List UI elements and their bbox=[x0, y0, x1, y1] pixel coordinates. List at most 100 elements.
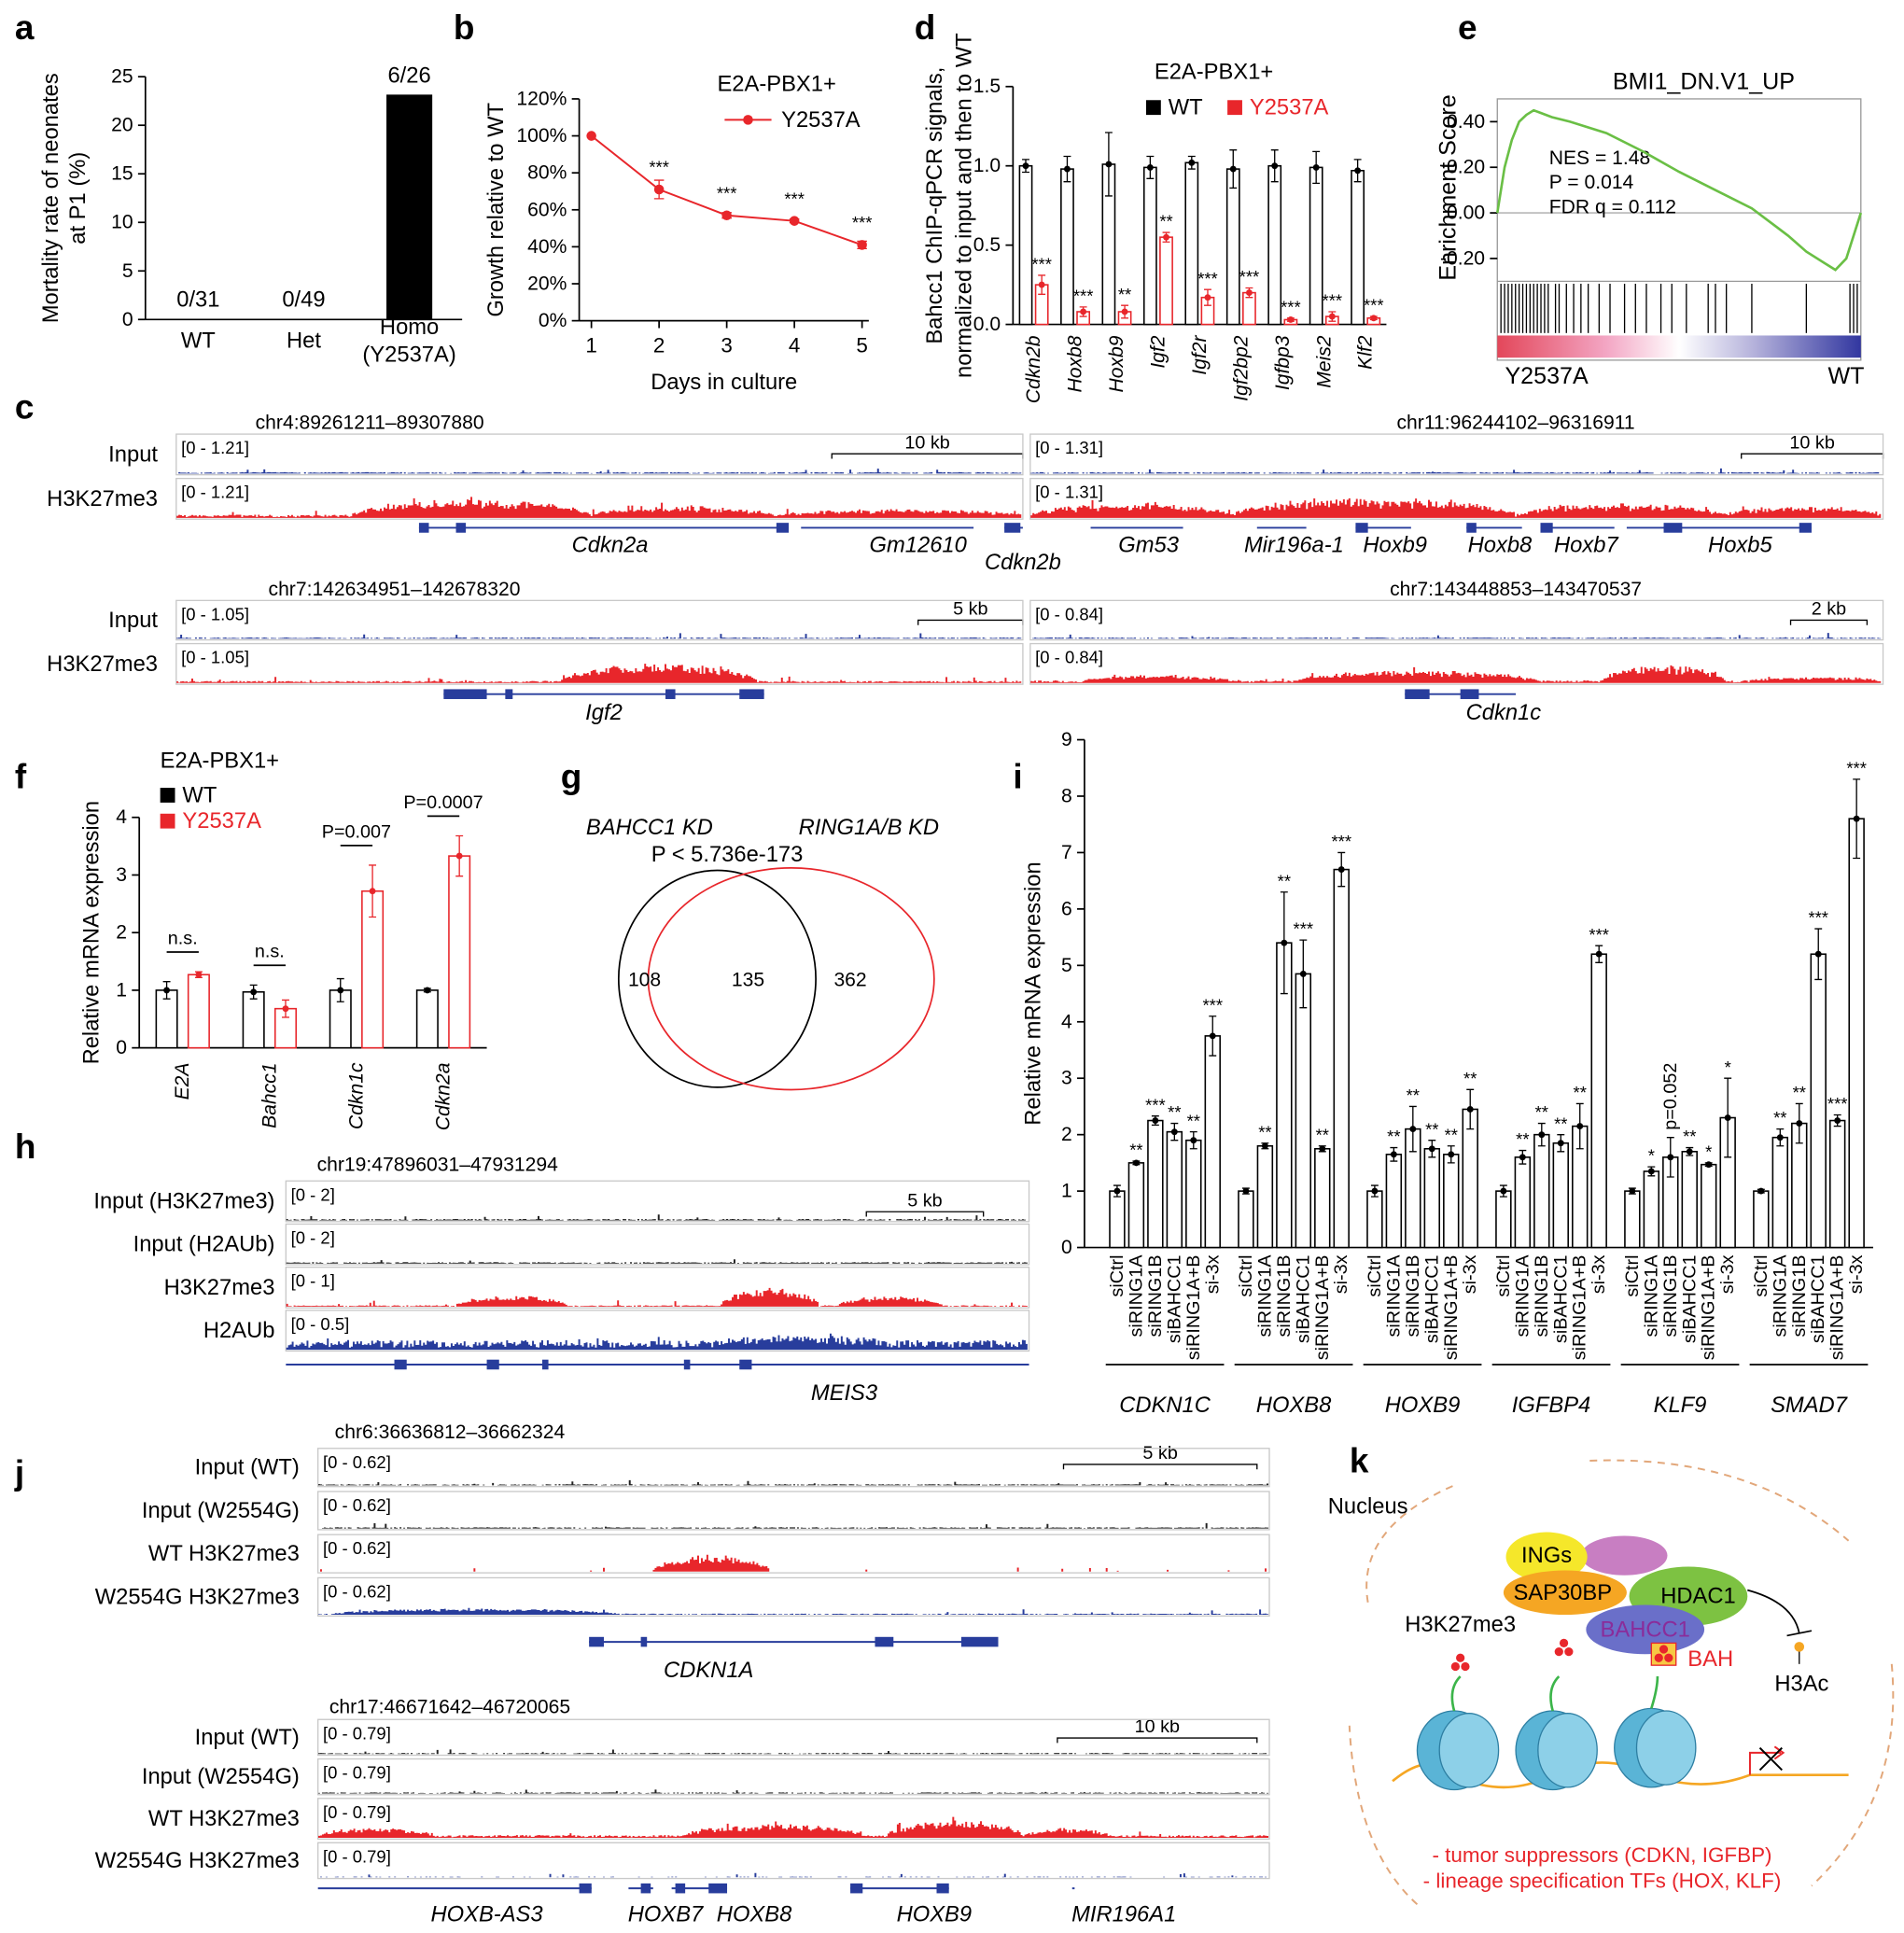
gene-name: Cdkn1c bbox=[1466, 700, 1542, 725]
x-tick-label: 5 bbox=[856, 334, 867, 357]
track-range: [0 - 1.05] bbox=[181, 604, 249, 623]
gene-name: HOXB9 bbox=[897, 1901, 973, 1926]
track-frame bbox=[175, 642, 1024, 685]
exon bbox=[1355, 523, 1368, 533]
y-tick-label: 120% bbox=[516, 88, 567, 109]
track-frame bbox=[175, 477, 1024, 520]
bar bbox=[1533, 1133, 1550, 1249]
x-tick-label: siCtrl bbox=[1236, 1254, 1256, 1296]
scale-bar bbox=[1062, 1464, 1258, 1470]
data-point bbox=[1576, 1123, 1584, 1130]
exon bbox=[739, 1359, 752, 1370]
x-tick-label: siRING1A+B bbox=[1312, 1254, 1333, 1360]
scale-label: 10 kb bbox=[904, 432, 949, 453]
x-tick-label: 4 bbox=[789, 334, 800, 357]
panel-label: k bbox=[1350, 1441, 1369, 1479]
track-label: WT H3K27me3 bbox=[148, 1806, 300, 1831]
scale-bar bbox=[1741, 453, 1884, 459]
coverage-signal bbox=[317, 1816, 1269, 1839]
track-frame bbox=[317, 1534, 1270, 1574]
coverage-signal bbox=[286, 1333, 1028, 1351]
text-line: normalized to input and then to WT bbox=[951, 33, 976, 378]
bar bbox=[1552, 1142, 1569, 1249]
legend-swatch bbox=[160, 788, 175, 803]
coverage-signal bbox=[178, 469, 1022, 474]
text-line: Bahcc1 ChIP-qPCR signals, bbox=[921, 67, 946, 344]
comparison-label: P=0.0007 bbox=[403, 792, 483, 813]
track-label: W2554G H3K27me3 bbox=[95, 1848, 300, 1873]
venn-p-value: P < 5.736e-173 bbox=[651, 842, 804, 867]
text-line: WT bbox=[181, 328, 216, 353]
locus-coordinate: chr19:47896031–47931294 bbox=[317, 1155, 559, 1176]
nuclear-envelope bbox=[1348, 1459, 1895, 1906]
x-tick-label: Igf2 bbox=[1147, 335, 1169, 368]
x-tick-label: siRING1A bbox=[1770, 1254, 1790, 1338]
x-tick-label: si-3x bbox=[1460, 1254, 1480, 1294]
significance: * bbox=[1725, 1058, 1731, 1077]
y-axis-label: Bahcc1 ChIP-qPCR signals, normalized to i… bbox=[921, 33, 976, 378]
data-point bbox=[1853, 815, 1860, 822]
y-tick-label: 25 bbox=[111, 66, 133, 88]
track-label: Input (WT) bbox=[195, 1725, 300, 1750]
coverage-signal bbox=[1030, 468, 1880, 474]
track-range: [0 - 1.05] bbox=[181, 648, 249, 667]
gene-name: HOXB7 bbox=[628, 1901, 704, 1926]
track-label: Input (W2554G) bbox=[142, 1764, 300, 1789]
bar bbox=[1060, 168, 1074, 326]
venn-count: 135 bbox=[732, 970, 764, 991]
bar bbox=[1204, 1035, 1221, 1249]
significance: ** bbox=[1793, 1083, 1806, 1102]
data-point bbox=[1121, 308, 1128, 315]
significance: *** bbox=[1827, 1094, 1848, 1114]
y-tick-label: 10 bbox=[111, 212, 133, 233]
track-frame bbox=[285, 1180, 1030, 1223]
text-line: at P1 (%) bbox=[65, 152, 91, 245]
data-point bbox=[1557, 1140, 1564, 1147]
bar bbox=[1238, 1190, 1254, 1249]
significance: ** bbox=[1118, 285, 1131, 304]
x-tick-label: siRING1A bbox=[1126, 1254, 1146, 1338]
x-tick-label: Hoxb9 bbox=[1106, 335, 1127, 392]
coverage-signal bbox=[176, 633, 1022, 639]
coverage-signal bbox=[317, 1479, 1269, 1486]
data-point bbox=[1466, 1106, 1474, 1113]
significance: ** bbox=[1316, 1125, 1329, 1144]
y-tick-label: 40% bbox=[527, 236, 567, 258]
bar bbox=[1495, 1190, 1512, 1249]
data-point bbox=[1448, 1151, 1455, 1158]
bar bbox=[187, 974, 210, 1049]
locus-coordinate: chr4:89261211–89307880 bbox=[256, 413, 484, 434]
y-tick-label: 20% bbox=[527, 273, 567, 295]
y-axis-label: Relative mRNA expression bbox=[78, 801, 104, 1064]
data-point bbox=[1038, 281, 1045, 288]
data-point bbox=[163, 987, 171, 994]
x-tick-label: Igf2bp2 bbox=[1230, 335, 1252, 401]
data-point bbox=[1757, 1187, 1765, 1195]
group-label: HOXB8 bbox=[1256, 1393, 1332, 1418]
scale-label: 10 kb bbox=[1135, 1716, 1180, 1737]
data-point bbox=[1281, 939, 1288, 946]
x-tick-label: siRING1B bbox=[1660, 1254, 1681, 1337]
panel-label: e bbox=[1458, 8, 1477, 47]
significance: *** bbox=[1589, 925, 1609, 945]
enrichment-curve bbox=[1495, 108, 1863, 272]
venn-right-label: RING1A/B KD bbox=[799, 815, 939, 840]
rank-left-label: Y2537A bbox=[1505, 363, 1589, 389]
data-point bbox=[1428, 1145, 1435, 1153]
exon bbox=[850, 1883, 863, 1894]
track-range: [0 - 0.79] bbox=[323, 1763, 391, 1783]
data-point bbox=[1246, 289, 1253, 297]
exon bbox=[394, 1359, 407, 1370]
x-tick-label: si-3x bbox=[1202, 1254, 1223, 1294]
significance: *** bbox=[1073, 287, 1094, 306]
track-range: [0 - 1] bbox=[291, 1271, 335, 1291]
coverage-signal bbox=[317, 1789, 1269, 1794]
track-frame bbox=[285, 1223, 1030, 1266]
significance: ** bbox=[1535, 1102, 1548, 1122]
protein bbox=[1505, 1532, 1588, 1582]
bar bbox=[1109, 1190, 1126, 1249]
x-tick-label: Klf2 bbox=[1355, 335, 1377, 370]
x-tick-label: 3 bbox=[721, 334, 732, 357]
y-tick-label: 0.20 bbox=[1447, 157, 1485, 178]
exon bbox=[1460, 689, 1479, 699]
